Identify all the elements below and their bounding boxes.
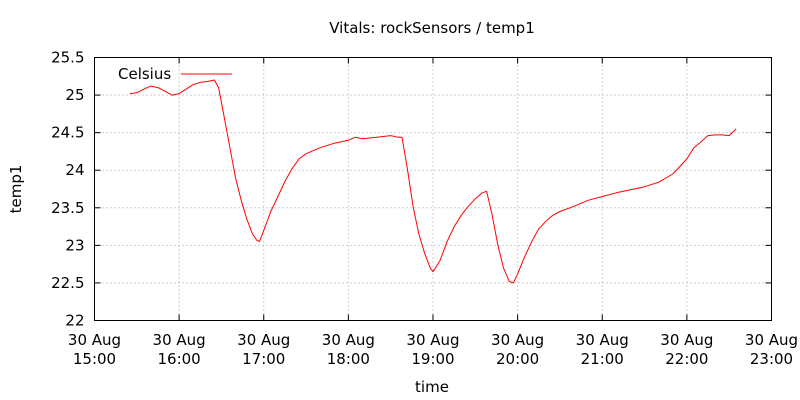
x-tick-label: 30 Aug <box>153 331 206 349</box>
legend-label-celsius: Celsius <box>118 65 171 83</box>
series-layer <box>129 79 737 284</box>
y-tick-label: 23.5 <box>51 199 84 217</box>
series-line-celsius <box>129 79 737 284</box>
x-tick-label: 30 Aug <box>660 331 713 349</box>
chart-title: Vitals: rockSensors / temp1 <box>329 19 535 37</box>
x-tick-label: 23:00 <box>750 350 793 368</box>
y-tick-label: 22 <box>65 312 84 330</box>
x-tick-label: 16:00 <box>158 350 201 368</box>
y-tick-label: 25 <box>65 86 84 104</box>
x-tick-label: 20:00 <box>496 350 539 368</box>
x-tick-label: 17:00 <box>242 350 285 368</box>
y-tick-label: 23 <box>65 236 84 254</box>
x-tick-label: 19:00 <box>411 350 454 368</box>
y-axis-label: temp1 <box>7 165 25 214</box>
grid <box>94 57 772 321</box>
y-tick-label: 24.5 <box>51 124 84 142</box>
x-tick-label: 30 Aug <box>237 331 290 349</box>
legend: Celsius <box>118 65 232 83</box>
x-tick-label: 30 Aug <box>406 331 459 349</box>
x-axis-label: time <box>415 378 449 396</box>
x-tick-label: 30 Aug <box>491 331 544 349</box>
x-tick-label: 21:00 <box>581 350 624 368</box>
x-tick-label: 22:00 <box>665 350 708 368</box>
y-tick-label: 25.5 <box>51 49 84 67</box>
x-tick-label: 30 Aug <box>576 331 629 349</box>
plot-frame <box>94 57 772 321</box>
x-tick-label: 30 Aug <box>68 331 121 349</box>
x-tick-label: 30 Aug <box>322 331 375 349</box>
y-tick-label: 22.5 <box>51 274 84 292</box>
x-tick-label: 15:00 <box>73 350 116 368</box>
x-tick-label: 30 Aug <box>745 331 798 349</box>
x-tick-label: 18:00 <box>327 350 370 368</box>
y-tick-label: 24 <box>65 161 84 179</box>
